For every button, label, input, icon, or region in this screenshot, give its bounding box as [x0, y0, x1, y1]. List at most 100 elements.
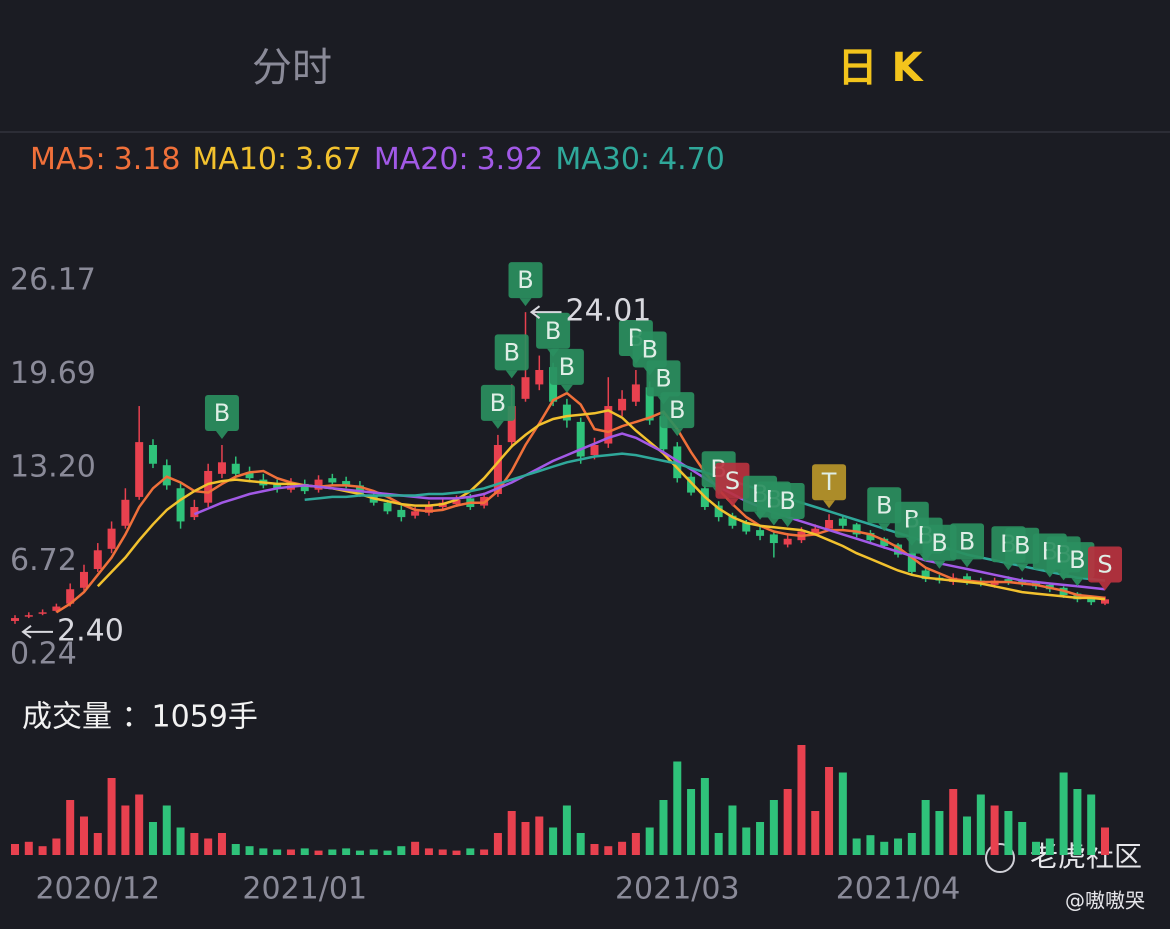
signal-pointer: [878, 523, 891, 532]
candle-body: [687, 476, 696, 493]
ma-line: [193, 432, 1106, 591]
signal-label: B: [1069, 546, 1085, 574]
signal-box: [508, 262, 543, 299]
volume-bar: [852, 838, 861, 855]
volume-bar: [176, 827, 185, 855]
signal-pointer: [961, 559, 974, 568]
signal-label: B: [641, 336, 657, 364]
volume-bar: [38, 846, 47, 855]
volume-bar: [162, 805, 171, 855]
tab-daily[interactable]: 日 K: [838, 45, 925, 91]
signal-label: B: [669, 396, 685, 424]
volume-bar: [838, 772, 847, 855]
candle-body: [728, 515, 737, 526]
volume-bar: [355, 850, 364, 855]
candle-body: [631, 384, 640, 402]
signal-box: [1060, 542, 1095, 579]
volume-bar: [493, 833, 502, 855]
legend-name: MA20:: [373, 142, 469, 177]
candle-body: [811, 528, 820, 533]
volume-bar: [369, 849, 378, 855]
candle-body: [231, 463, 240, 474]
signal-badge: B: [508, 262, 543, 307]
candle-body: [93, 550, 102, 570]
volume-bar: [135, 794, 144, 855]
ma-legend: MA5: 3.18 MA10: 3.67 MA20: 3.92 MA30: 4.70: [30, 142, 725, 177]
signal-pointer: [560, 384, 573, 393]
signal-pointer: [1071, 578, 1084, 587]
legend-name: MA30:: [555, 142, 651, 177]
candle-body: [11, 618, 19, 621]
candle-body: [383, 502, 392, 512]
volume-bar: [52, 838, 61, 855]
candle-body: [342, 481, 351, 486]
volume-bar: [769, 800, 778, 855]
signal-badge: B: [922, 524, 957, 569]
signal-pointer: [781, 518, 794, 527]
candle-body: [24, 615, 33, 617]
volume-bar: [811, 811, 820, 855]
y-tick-label: 19.69: [10, 356, 96, 391]
volume-bar: [397, 846, 406, 855]
volume-bar: [645, 827, 654, 855]
volume-bar: [452, 850, 461, 855]
volume-bar: [11, 844, 19, 855]
candle-body: [1101, 599, 1109, 604]
signal-badge: B: [549, 348, 584, 393]
volume-bar: [783, 789, 792, 855]
signal-pointer: [519, 298, 532, 307]
volume-bar: [273, 849, 282, 855]
volume-bar: [756, 822, 765, 855]
signal-box: [922, 524, 957, 561]
candle-body: [273, 483, 282, 489]
candle-body: [769, 534, 778, 544]
candle-body: [493, 444, 502, 495]
volume-bar: [259, 848, 268, 855]
author: @嗷嗷哭: [1065, 889, 1145, 913]
volume-bar: [714, 833, 723, 855]
volume-bar: [825, 767, 834, 855]
signal-label: B: [876, 491, 892, 519]
signal-label: B: [1014, 532, 1030, 560]
candle-body: [1087, 597, 1096, 603]
volume-label: 成交量 ：1059手: [22, 700, 258, 735]
volume-bar: [79, 816, 88, 855]
signal-badge: S: [1088, 546, 1122, 591]
volume-bar: [907, 833, 916, 855]
candle-body: [162, 465, 171, 486]
signal-box: [646, 360, 681, 397]
signal-box: [660, 392, 695, 429]
legend-item: MA30: 4.70: [555, 142, 724, 177]
volume-bar: [880, 841, 889, 855]
volume-bar: [190, 833, 199, 855]
tab-intraday[interactable]: 分时: [252, 45, 332, 91]
volume-bar: [24, 841, 33, 855]
legend-item: MA5: 3.18: [30, 142, 180, 177]
signal-pointer: [215, 430, 228, 439]
candle-body: [66, 589, 75, 604]
y-tick-label: 26.17: [10, 263, 96, 298]
candle-body: [148, 444, 157, 464]
candle-body: [963, 576, 972, 583]
legend-value: 3.92: [476, 142, 544, 177]
legend-item: MA10: 3.67: [192, 142, 361, 177]
candle-body: [135, 442, 144, 497]
candle-body: [645, 387, 654, 421]
candle-body: [866, 532, 875, 541]
legend-name: MA10:: [192, 142, 288, 177]
volume-bar: [1045, 838, 1054, 855]
signal-box: [494, 334, 529, 371]
volume-bar: [1073, 789, 1082, 855]
volume-bar: [963, 816, 972, 855]
candle-body: [880, 538, 889, 546]
signal-label: B: [545, 317, 561, 345]
volume-bar: [700, 778, 709, 855]
candle-body: [355, 485, 364, 495]
volume-bar: [480, 849, 489, 855]
candle-body: [576, 421, 585, 457]
signal-badge: B: [494, 334, 529, 379]
candle-body: [121, 499, 130, 526]
signal-badge: T: [812, 464, 847, 509]
